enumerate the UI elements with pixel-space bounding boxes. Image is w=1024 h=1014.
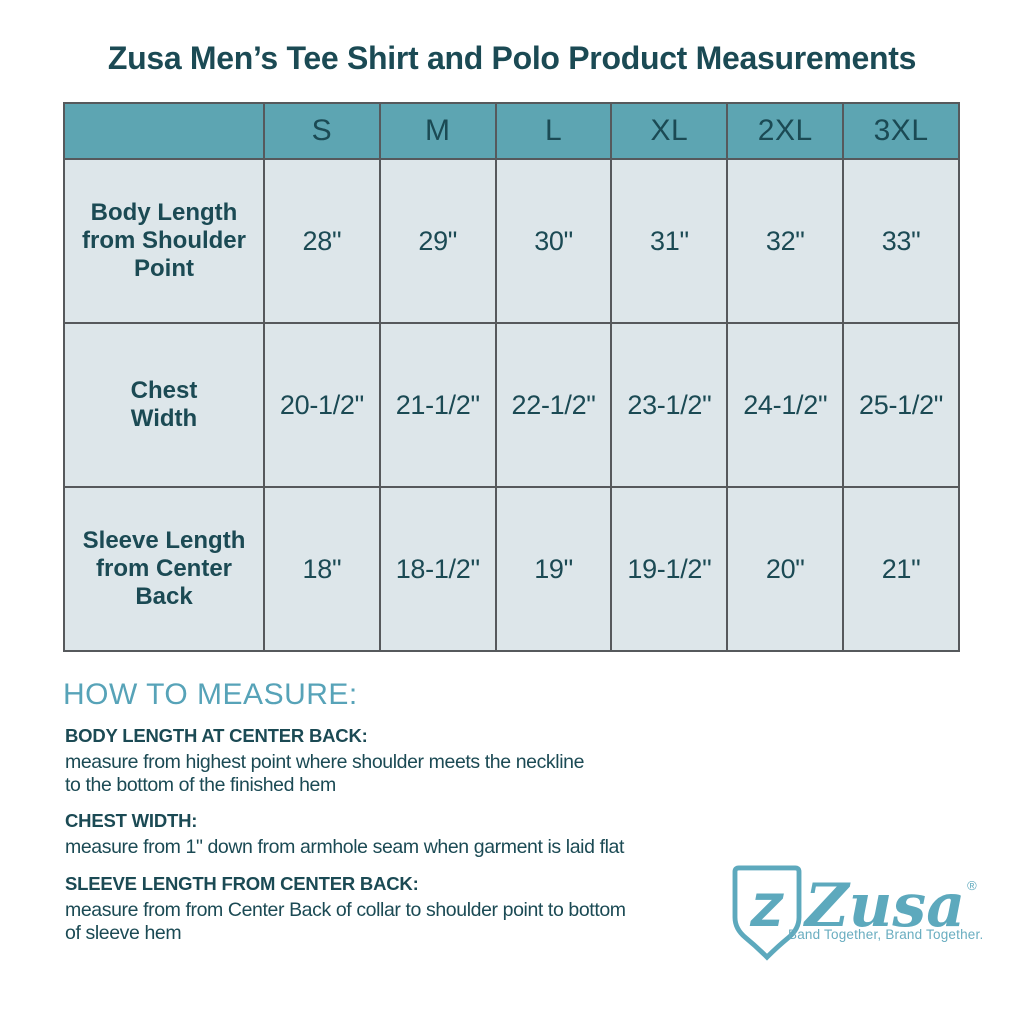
measurement-cell: 20-1/2" (263, 322, 381, 488)
zusa-tagline: Band Together, Brand Together. (788, 927, 984, 942)
page-title: Zusa Men’s Tee Shirt and Polo Product Me… (107, 40, 917, 76)
row-label-line: from Shoulder (81, 226, 246, 254)
row-label-line: Chest (130, 376, 198, 404)
table-row-chest-width: Chest Width 20-1/2" 21-1/2" 22-1/2" 23-1… (63, 322, 960, 488)
zusa-shield-icon: Z (732, 865, 802, 961)
shield-letter: Z (749, 885, 785, 937)
row-label-sleeve-length: Sleeve Length from Center Back (63, 486, 265, 652)
measurement-cell: 25-1/2" (842, 322, 960, 488)
section-title: SLEEVE LENGTH FROM CENTER BACK: (65, 873, 419, 894)
size-col-header-m: M (378, 102, 497, 160)
row-label-line: Sleeve Length (82, 526, 246, 554)
row-label-body-length: Body Length from Shoulder Point (63, 158, 265, 324)
size-col-header-xl: XL (610, 102, 729, 160)
size-header-row: S M L XL 2XL 3XL (63, 102, 960, 160)
size-col-header-3xl: 3XL (842, 102, 960, 160)
measurement-cell: 19" (494, 486, 613, 652)
zusa-logo: Z Zusa ® Band Together, Brand Together. (731, 856, 984, 971)
row-label-line: from Center (95, 554, 233, 582)
size-chart-table: S M L XL 2XL 3XL Body Length from Should… (63, 102, 960, 652)
section-text-line: measure from from Center Back of collar … (65, 899, 626, 921)
measurement-cell: 28" (263, 158, 381, 324)
section-title: BODY LENGTH AT CENTER BACK: (65, 725, 368, 746)
measurement-cell: 24-1/2" (726, 322, 845, 488)
section-title: CHEST WIDTH: (65, 810, 198, 831)
measurement-cell: 32" (726, 158, 845, 324)
section-text-line: to the bottom of the finished hem (65, 773, 336, 796)
row-label-line: Point (134, 255, 194, 283)
measurement-cell: 23-1/2" (610, 322, 729, 488)
measurement-cell: 20" (726, 486, 845, 652)
measurement-cell: 18-1/2" (378, 486, 497, 652)
how-to-measure-heading: HOW TO MEASURE: (63, 678, 358, 711)
zusa-wordmark: Zusa ® (805, 856, 977, 936)
wordmark-text: Zusa (805, 871, 966, 941)
measurement-cell: 18" (263, 486, 381, 652)
measurement-cell: 31" (610, 158, 729, 324)
corner-cell (63, 102, 265, 160)
measurement-cell: 30" (494, 158, 613, 324)
row-label-line: Body Length (90, 198, 238, 226)
size-col-header-s: S (263, 102, 381, 160)
registered-mark: ® (967, 878, 977, 893)
measurement-cell: 21" (842, 486, 960, 652)
measure-section-chest-width: CHEST WIDTH: measure from 1" down from a… (65, 810, 705, 858)
row-label-line: Back (135, 583, 193, 611)
section-text-line: of sleeve hem (65, 921, 182, 944)
section-text-line: measure from highest point where shoulde… (65, 751, 585, 773)
measurement-cell: 33" (842, 158, 960, 324)
measurement-cell: 29" (378, 158, 497, 324)
row-label-line: Width (130, 405, 198, 432)
measurement-cell: 22-1/2" (494, 322, 613, 488)
table-row-body-length: Body Length from Shoulder Point 28" 29" … (63, 158, 960, 324)
size-col-header-2xl: 2XL (726, 102, 845, 160)
measurement-cell: 21-1/2" (378, 322, 497, 488)
row-label-chest-width: Chest Width (63, 322, 265, 488)
measure-section-body-length: BODY LENGTH AT CENTER BACK: measure from… (65, 725, 705, 795)
measurement-cell: 19-1/2" (610, 486, 729, 652)
table-row-sleeve-length: Sleeve Length from Center Back 18" 18-1/… (63, 486, 960, 652)
measure-section-sleeve-length: SLEEVE LENGTH FROM CENTER BACK: measure … (65, 873, 705, 943)
size-col-header-l: L (494, 102, 613, 160)
section-text-line: measure from 1" down from armhole seam w… (65, 836, 624, 858)
